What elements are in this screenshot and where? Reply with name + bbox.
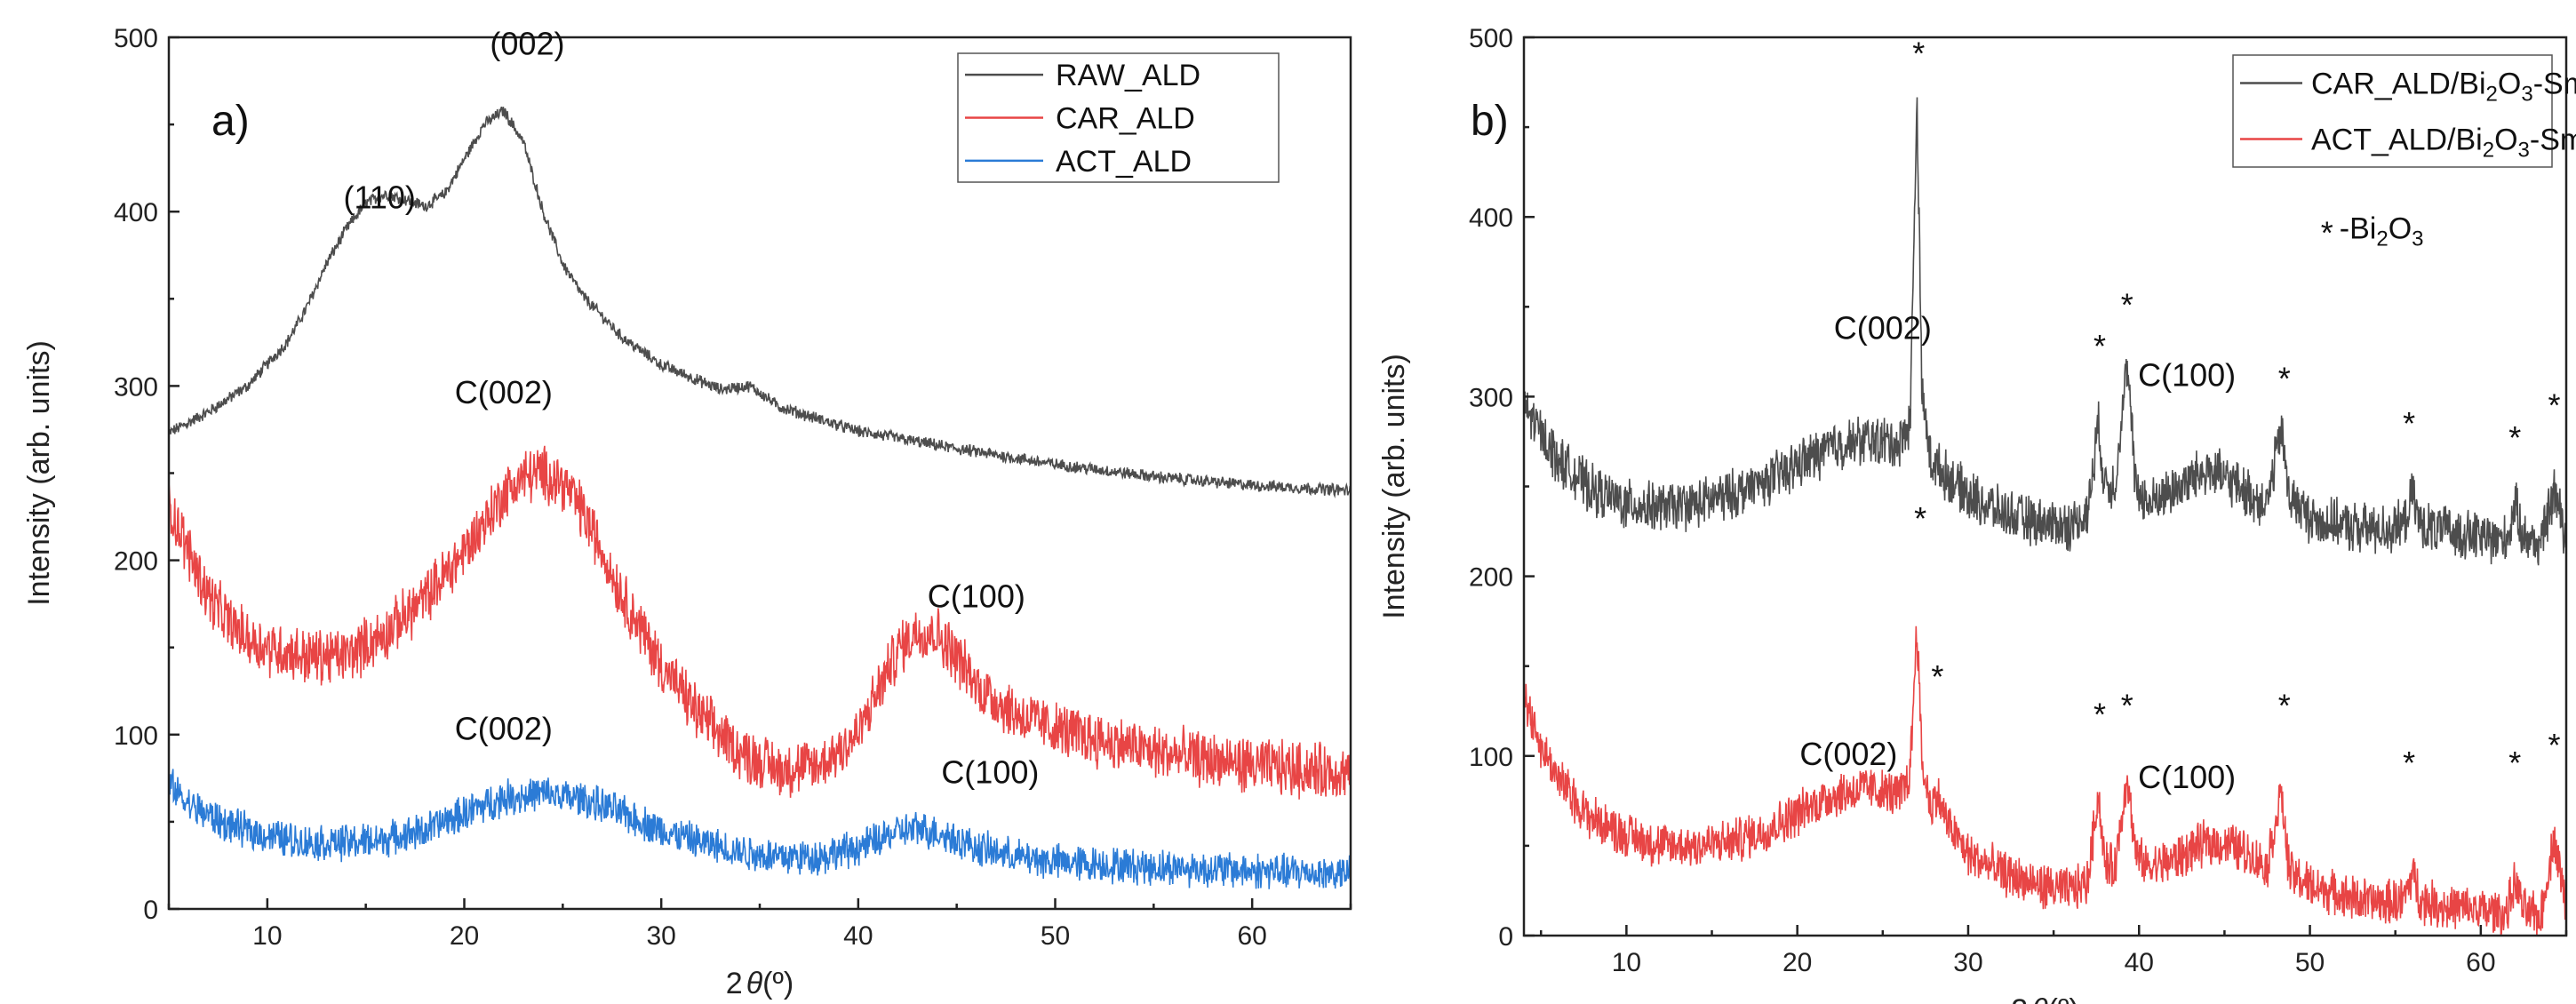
y-tick-label: 0 — [143, 896, 158, 925]
x-tick-label: 30 — [1953, 948, 1982, 977]
series-line-car-ald — [169, 445, 1351, 800]
y-tick-label: 200 — [114, 547, 158, 577]
chart-panel-b: 10 20 30 40 50 60 0 100 200 300 400 500 Intensity (a… — [1377, 24, 2576, 1004]
y-tick-label: 300 — [1469, 383, 1513, 412]
bi2o3-peak-marker: * — [2403, 405, 2415, 442]
y-axis-title: Intensity (arb. units) — [22, 340, 56, 606]
legend-entry: RAW_ALD — [1056, 59, 1200, 92]
x-tick-label: 30 — [646, 921, 675, 951]
bi2o3-peak-marker: * — [1912, 35, 1925, 71]
peak-annotation: C(002) — [455, 374, 553, 410]
legend-entry: CAR_ALD/Bi2O3-Sm — [2311, 68, 2576, 107]
bi2o3-peak-marker: * — [1931, 658, 1943, 695]
x-tick-label: 20 — [1782, 948, 1812, 977]
bi2o3-peak-marker: * — [2548, 727, 2561, 763]
bi2o3-peak-marker: * — [2508, 419, 2521, 456]
legend-box — [2232, 54, 2553, 168]
x-tick-label: 50 — [2295, 948, 2325, 977]
legend-entry: ACT_ALD/Bi2O3-Sm — [2311, 124, 2576, 163]
panel-label: b) — [1471, 98, 1509, 145]
bi2o3-peak-marker: * — [1914, 500, 1926, 537]
legend-entry: ACT_ALD — [1056, 145, 1192, 179]
bi2o3-peak-marker: * — [2121, 687, 2133, 723]
x-tick-label: 40 — [2125, 948, 2154, 977]
x-tick-label: 60 — [1237, 921, 1266, 951]
x-tick-label: 10 — [1612, 948, 1641, 977]
y-tick-label: 500 — [1469, 24, 1513, 53]
peak-annotation: C(002) — [1799, 736, 1897, 772]
bi2o3-peak-marker: * — [2508, 745, 2521, 781]
bi2o3-peak-marker: * — [2278, 360, 2291, 396]
x-tick-label: 10 — [252, 921, 282, 951]
peak-annotation: (110) — [343, 179, 415, 215]
marker-note-text: -Bi2O3 — [2340, 211, 2424, 251]
x-tick-label: 60 — [2466, 948, 2495, 977]
x-axis-title: 2θ(º) — [2011, 993, 2078, 1004]
peak-annotation: C(100) — [2138, 356, 2236, 393]
peak-annotation: C(002) — [455, 711, 553, 747]
y-tick-label: 300 — [114, 372, 158, 402]
y-tick-label: 400 — [1469, 203, 1513, 233]
y-tick-label: 100 — [114, 721, 158, 751]
series-line-raw-ald — [169, 106, 1351, 499]
bi2o3-peak-marker: * — [2093, 696, 2106, 732]
marker-note-star: * — [2321, 214, 2333, 251]
x-tick-label: 50 — [1041, 921, 1070, 951]
series-line-act-ald-bi2o3-sm — [1524, 626, 2566, 936]
x-tick-label: 40 — [843, 921, 873, 951]
y-tick-label: 400 — [114, 198, 158, 227]
y-tick-label: 200 — [1469, 563, 1513, 593]
y-tick-label: 100 — [1469, 743, 1513, 772]
y-tick-label: 500 — [114, 24, 158, 53]
chart-panel-a: 10 20 30 40 50 60 0 100 200 300 400 500 Intensity (a… — [22, 24, 1352, 1000]
series-line-act-ald — [169, 769, 1351, 889]
peak-annotation: C(100) — [2138, 759, 2236, 795]
peak-annotation: (002) — [490, 26, 564, 62]
peak-annotation: C(100) — [941, 754, 1039, 791]
bi2o3-peak-marker: * — [2121, 286, 2133, 323]
series-line-car-ald-bi2o3-sm — [1524, 97, 2566, 566]
bi2o3-peak-marker: * — [2093, 328, 2106, 364]
x-tick-label: 20 — [450, 921, 479, 951]
peak-annotation: C(100) — [928, 578, 1025, 615]
legend-entry: CAR_ALD — [1056, 102, 1195, 136]
bi2o3-peak-marker: * — [2548, 387, 2561, 424]
bi2o3-peak-marker: * — [2278, 687, 2291, 723]
bi2o3-peak-marker: * — [2403, 745, 2415, 781]
y-axis-title: Intensity (arb. units) — [1377, 354, 1411, 619]
panel-label: a) — [211, 98, 250, 145]
y-tick-label: 0 — [1498, 922, 1513, 952]
peak-annotation: C(002) — [1834, 310, 1932, 347]
